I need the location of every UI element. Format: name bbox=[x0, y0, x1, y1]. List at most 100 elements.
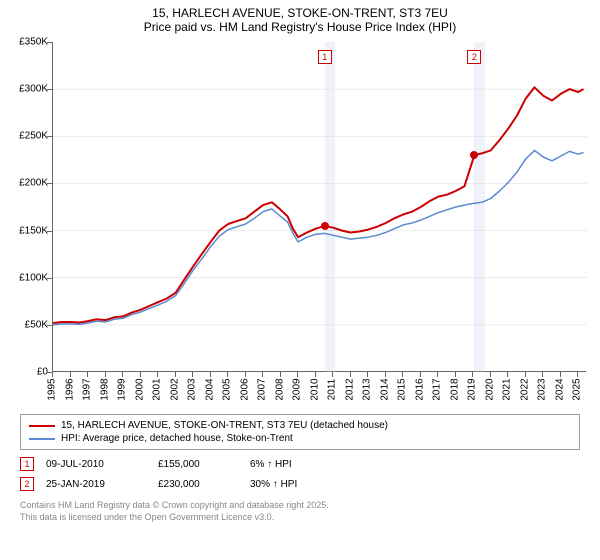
sale-row: 225-JAN-2019£230,00030% ↑ HPI bbox=[20, 474, 580, 494]
x-tick-label: 2002 bbox=[169, 378, 180, 400]
x-tick bbox=[507, 372, 508, 377]
x-tick bbox=[332, 372, 333, 377]
x-tick-label: 2014 bbox=[379, 378, 390, 400]
legend-swatch bbox=[29, 438, 55, 440]
x-tick-label: 2008 bbox=[274, 378, 285, 400]
y-tick-label: £100K bbox=[19, 272, 48, 283]
x-tick-label: 1999 bbox=[117, 378, 128, 400]
y-tick bbox=[47, 231, 52, 232]
legend-row: 15, HARLECH AVENUE, STOKE-ON-TRENT, ST3 … bbox=[29, 419, 571, 432]
x-tick-label: 2000 bbox=[134, 378, 145, 400]
footnote: Contains HM Land Registry data © Crown c… bbox=[20, 500, 580, 523]
x-tick bbox=[140, 372, 141, 377]
x-tick-label: 2001 bbox=[152, 378, 163, 400]
x-tick-label: 2004 bbox=[204, 378, 215, 400]
title-line-2: Price paid vs. HM Land Registry's House … bbox=[0, 20, 600, 34]
x-tick-label: 2024 bbox=[554, 378, 565, 400]
x-tick bbox=[472, 372, 473, 377]
x-tick-label: 1995 bbox=[47, 378, 58, 400]
x-tick bbox=[210, 372, 211, 377]
x-tick-label: 1996 bbox=[64, 378, 75, 400]
x-tick-label: 2023 bbox=[537, 378, 548, 400]
sale-marker-box: 1 bbox=[318, 50, 332, 64]
chart-title: 15, HARLECH AVENUE, STOKE-ON-TRENT, ST3 … bbox=[0, 0, 600, 36]
sale-delta: 6% ↑ HPI bbox=[250, 459, 340, 470]
y-tick-label: £50K bbox=[25, 319, 48, 330]
x-tick bbox=[70, 372, 71, 377]
x-tick-label: 2025 bbox=[572, 378, 583, 400]
x-tick bbox=[577, 372, 578, 377]
x-tick bbox=[175, 372, 176, 377]
x-tick-label: 1997 bbox=[82, 378, 93, 400]
x-tick bbox=[105, 372, 106, 377]
sale-row: 1 09-JUL-2010 £155,000 6% ↑ HPI bbox=[20, 454, 580, 474]
sale-price: £155,000 bbox=[158, 459, 238, 470]
x-tick-label: 2019 bbox=[467, 378, 478, 400]
x-tick bbox=[525, 372, 526, 377]
x-tick bbox=[437, 372, 438, 377]
x-tick-label: 2013 bbox=[362, 378, 373, 400]
footnote-line-2: This data is licensed under the Open Gov… bbox=[20, 512, 580, 524]
y-tick bbox=[47, 278, 52, 279]
x-tick-label: 1998 bbox=[99, 378, 110, 400]
y-tick-label: £350K bbox=[19, 37, 48, 48]
x-tick-label: 2022 bbox=[519, 378, 530, 400]
line-series-svg bbox=[53, 42, 587, 372]
y-tick bbox=[47, 325, 52, 326]
x-tick-label: 2007 bbox=[257, 378, 268, 400]
legend-swatch bbox=[29, 425, 55, 427]
chart-area: 12 £0£50K£100K£150K£200K£250K£300K£350K1… bbox=[10, 36, 590, 406]
x-tick-label: 2006 bbox=[239, 378, 250, 400]
sale-delta: 30% ↑ HPI bbox=[250, 479, 340, 490]
x-tick bbox=[560, 372, 561, 377]
y-tick bbox=[47, 89, 52, 90]
legend-box: 15, HARLECH AVENUE, STOKE-ON-TRENT, ST3 … bbox=[20, 414, 580, 450]
x-tick bbox=[87, 372, 88, 377]
plot-region: 12 bbox=[52, 42, 586, 372]
legend-row: HPI: Average price, detached house, Stok… bbox=[29, 432, 571, 445]
x-tick-label: 2020 bbox=[484, 378, 495, 400]
y-tick-label: £250K bbox=[19, 131, 48, 142]
x-tick bbox=[122, 372, 123, 377]
x-tick-label: 2017 bbox=[432, 378, 443, 400]
x-tick bbox=[367, 372, 368, 377]
x-tick bbox=[280, 372, 281, 377]
x-tick bbox=[245, 372, 246, 377]
y-tick-label: £150K bbox=[19, 225, 48, 236]
sale-price: £230,000 bbox=[158, 479, 238, 490]
y-tick-label: £300K bbox=[19, 84, 48, 95]
x-tick-label: 2005 bbox=[222, 378, 233, 400]
x-tick-label: 2009 bbox=[292, 378, 303, 400]
x-tick bbox=[542, 372, 543, 377]
x-tick-label: 2011 bbox=[327, 379, 338, 401]
sale-marker-box: 2 bbox=[467, 50, 481, 64]
sales-table: 109-JUL-2010£155,0006% ↑ HPI225-JAN-2019… bbox=[20, 454, 580, 494]
x-tick-label: 2015 bbox=[397, 378, 408, 400]
series-property bbox=[53, 87, 584, 323]
x-tick-label: 2021 bbox=[502, 378, 513, 400]
sale-date: 09-JUL-2010 bbox=[46, 459, 146, 470]
x-tick bbox=[455, 372, 456, 377]
x-tick bbox=[490, 372, 491, 377]
x-tick bbox=[262, 372, 263, 377]
x-tick bbox=[52, 372, 53, 377]
x-tick bbox=[385, 372, 386, 377]
sale-row-marker: 1 bbox=[20, 457, 34, 471]
sale-dot bbox=[470, 151, 478, 159]
x-tick bbox=[227, 372, 228, 377]
footnote-line-1: Contains HM Land Registry data © Crown c… bbox=[20, 500, 580, 512]
x-tick-label: 2016 bbox=[414, 378, 425, 400]
x-tick bbox=[420, 372, 421, 377]
x-tick bbox=[315, 372, 316, 377]
legend-label: HPI: Average price, detached house, Stok… bbox=[61, 433, 293, 444]
x-tick bbox=[297, 372, 298, 377]
title-line-1: 15, HARLECH AVENUE, STOKE-ON-TRENT, ST3 … bbox=[0, 6, 600, 20]
sale-date: 25-JAN-2019 bbox=[46, 479, 146, 490]
y-tick bbox=[47, 42, 52, 43]
x-tick bbox=[350, 372, 351, 377]
y-tick bbox=[47, 183, 52, 184]
series-hpi bbox=[53, 150, 584, 325]
y-tick bbox=[47, 136, 52, 137]
x-tick bbox=[157, 372, 158, 377]
x-tick bbox=[192, 372, 193, 377]
